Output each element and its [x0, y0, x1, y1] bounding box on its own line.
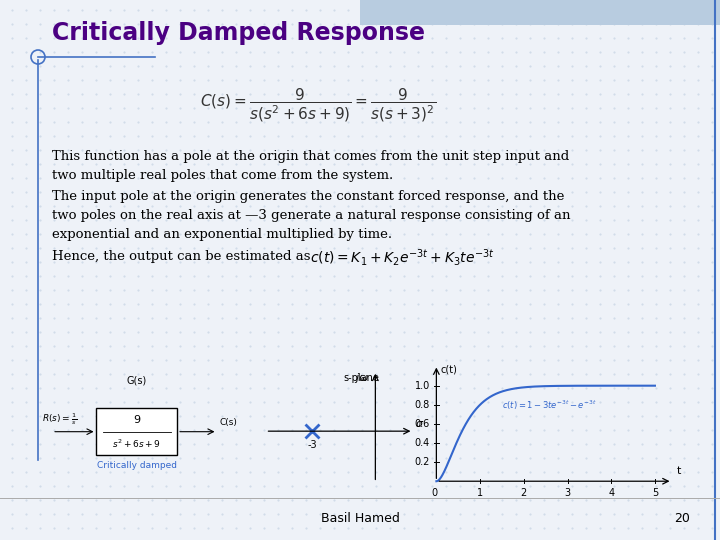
Text: 0.2: 0.2	[415, 457, 430, 467]
Text: 0.8: 0.8	[415, 400, 430, 410]
Text: G(s): G(s)	[127, 376, 147, 386]
Text: $c(t) = K_1 + K_2e^{-3t} + K_3te^{-3t}$: $c(t) = K_1 + K_2e^{-3t} + K_3te^{-3t}$	[310, 247, 495, 268]
Text: c(t): c(t)	[441, 364, 458, 375]
Text: 9: 9	[133, 415, 140, 425]
Bar	[360, 0, 720, 25]
Text: This function has a pole at the origin that comes from the unit step input and
t: This function has a pole at the origin t…	[52, 150, 570, 182]
Text: C(s): C(s)	[220, 417, 238, 427]
Text: 5: 5	[652, 488, 658, 498]
Text: $C(s) = \dfrac{9}{s(s^2 + 6s + 9)} = \dfrac{9}{s(s+3)^2}$: $C(s) = \dfrac{9}{s(s^2 + 6s + 9)} = \df…	[200, 86, 436, 124]
Text: 3: 3	[564, 488, 570, 498]
Text: Critically Damped Response: Critically Damped Response	[52, 21, 425, 45]
Text: 1: 1	[477, 488, 483, 498]
Text: $R(s)=\frac{1}{s}$: $R(s)=\frac{1}{s}$	[42, 411, 77, 427]
Text: $s^2+6s+9$: $s^2+6s+9$	[112, 437, 161, 450]
Text: 0.6: 0.6	[415, 419, 430, 429]
Text: s-plane: s-plane	[343, 373, 379, 383]
Text: t: t	[677, 467, 681, 476]
Text: $j\omega$: $j\omega$	[354, 371, 369, 385]
Text: The input pole at the origin generates the constant forced response, and the
two: The input pole at the origin generates t…	[52, 190, 570, 241]
Text: 20: 20	[674, 511, 690, 524]
Text: Hence, the output can be estimated as: Hence, the output can be estimated as	[52, 250, 310, 263]
Text: 0: 0	[431, 488, 437, 498]
Text: $\sigma$: $\sigma$	[415, 420, 425, 429]
Text: 4: 4	[608, 488, 614, 498]
Text: Critically damped: Critically damped	[96, 461, 177, 470]
Text: 0.4: 0.4	[415, 438, 430, 448]
Text: -3: -3	[307, 440, 317, 450]
Text: Basil Hamed: Basil Hamed	[320, 511, 400, 524]
Text: $c(t)=1-3te^{-3t}-e^{-3t}$: $c(t)=1-3te^{-3t}-e^{-3t}$	[502, 399, 597, 413]
Bar	[96, 408, 177, 455]
Text: 1.0: 1.0	[415, 381, 430, 390]
Text: 2: 2	[521, 488, 527, 498]
